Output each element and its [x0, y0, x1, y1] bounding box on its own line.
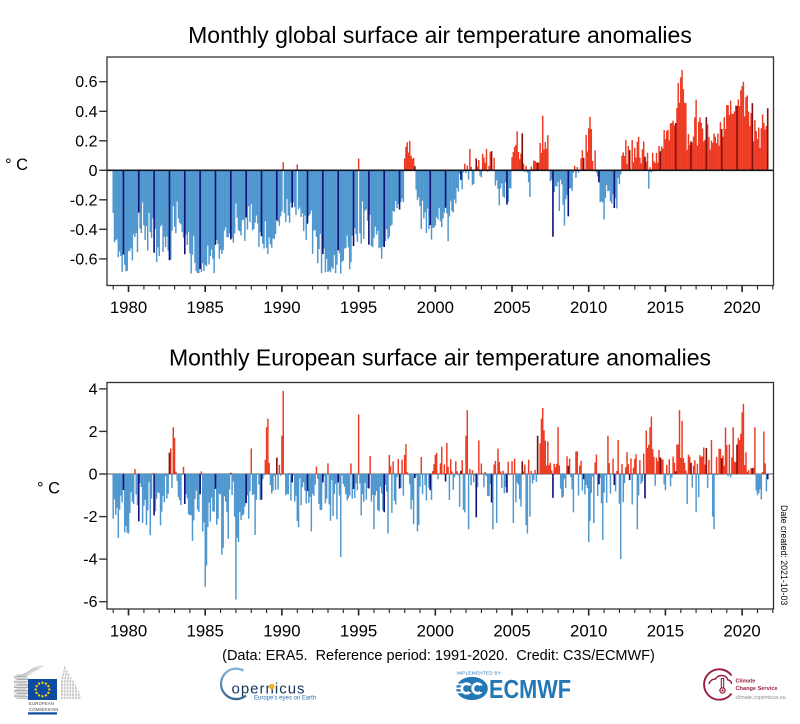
svg-text:1985: 1985 — [187, 622, 224, 641]
svg-text:climate.copernicus.eu: climate.copernicus.eu — [736, 695, 786, 701]
svg-text:Climate: Climate — [736, 679, 756, 685]
svg-text:0: 0 — [89, 163, 98, 180]
svg-text:-2: -2 — [83, 509, 97, 526]
svg-text:0.6: 0.6 — [75, 74, 97, 91]
svg-text:Change Service: Change Service — [736, 686, 778, 692]
svg-text:0.4: 0.4 — [75, 104, 97, 121]
svg-text:-4: -4 — [83, 552, 97, 569]
svg-text:2015: 2015 — [647, 622, 684, 641]
svg-text:1995: 1995 — [340, 622, 377, 641]
svg-text:-6: -6 — [83, 594, 97, 611]
svg-text:2: 2 — [89, 424, 98, 441]
svg-text:-0.2: -0.2 — [70, 192, 98, 209]
svg-text:(Data: ERA5. Reference period: (Data: ERA5. Reference period: 1991-2020… — [222, 648, 655, 664]
svg-text:1995: 1995 — [340, 298, 377, 317]
svg-text:ECMWF: ECMWF — [489, 674, 571, 704]
svg-text:° C: ° C — [5, 156, 28, 174]
svg-text:-0.6: -0.6 — [70, 251, 98, 268]
svg-text:° C: ° C — [37, 480, 60, 498]
svg-text:Europe's eyes on Earth: Europe's eyes on Earth — [254, 696, 316, 702]
svg-text:2015: 2015 — [647, 298, 684, 317]
svg-text:1990: 1990 — [263, 298, 300, 317]
svg-text:1980: 1980 — [110, 298, 147, 317]
svg-text:2000: 2000 — [417, 622, 454, 641]
svg-text:2005: 2005 — [493, 298, 530, 317]
svg-text:-0.4: -0.4 — [70, 222, 98, 239]
svg-text:2005: 2005 — [493, 622, 530, 641]
svg-text:Date created: 2021-10-03: Date created: 2021-10-03 — [779, 505, 789, 605]
svg-text:1980: 1980 — [110, 622, 147, 641]
svg-text:0: 0 — [89, 467, 98, 484]
svg-text:2010: 2010 — [570, 298, 607, 317]
svg-text:EUROPEAN: EUROPEAN — [29, 701, 54, 706]
svg-text:COMMISSION: COMMISSION — [29, 707, 58, 712]
svg-text:Monthly European surface air t: Monthly European surface air temperature… — [169, 345, 711, 371]
svg-text:0.2: 0.2 — [75, 133, 97, 150]
svg-text:opernicus: opernicus — [232, 681, 306, 698]
svg-text:1985: 1985 — [187, 298, 224, 317]
svg-text:4: 4 — [89, 381, 98, 398]
svg-text:1990: 1990 — [263, 622, 300, 641]
svg-text:2000: 2000 — [417, 298, 454, 317]
svg-text:2020: 2020 — [723, 298, 760, 317]
svg-text:2010: 2010 — [570, 622, 607, 641]
svg-text:IMPLEMENTED BY: IMPLEMENTED BY — [457, 671, 502, 676]
svg-text:Monthly global surface air tem: Monthly global surface air temperature a… — [188, 22, 692, 48]
svg-text:2020: 2020 — [723, 622, 760, 641]
